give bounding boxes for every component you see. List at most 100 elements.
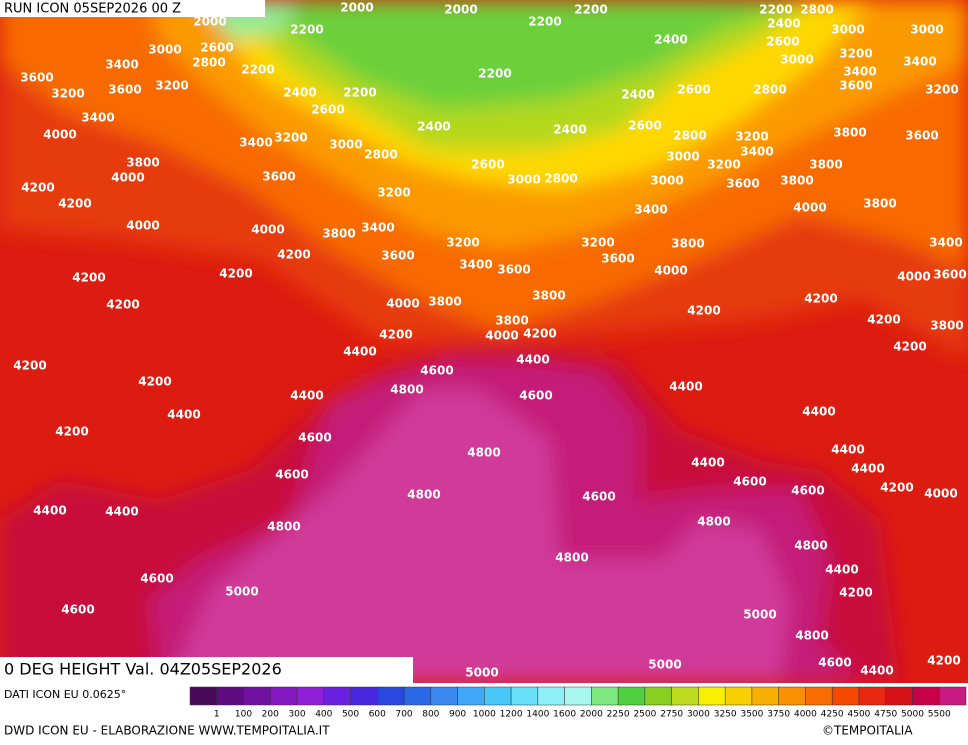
contour-label: 4200 — [687, 304, 720, 318]
contour-label: 2200 — [290, 23, 323, 37]
legend-swatch — [270, 686, 298, 706]
legend-label: 600 — [369, 710, 386, 720]
contour-label: 4600 — [519, 389, 552, 403]
contour-label: 4400 — [691, 456, 724, 470]
contour-label: 4200 — [138, 375, 171, 389]
contour-label: 2200 — [574, 3, 607, 17]
contour-label: 2400 — [654, 33, 687, 47]
contour-label: 3400 — [929, 236, 962, 250]
contour-label: 4200 — [880, 481, 913, 495]
contour-label: 4200 — [893, 340, 926, 354]
contour-label: 2800 — [544, 172, 577, 186]
contour-label: 4200 — [13, 359, 46, 373]
contour-label: 2400 — [553, 123, 586, 137]
legend-swatch — [484, 686, 512, 706]
legend-swatch — [591, 686, 619, 706]
contour-label: 3200 — [155, 79, 188, 93]
contour-label: 3000 — [507, 173, 540, 187]
contour-label: 4200 — [72, 271, 105, 285]
contour-label: 4600 — [420, 364, 453, 378]
legend-label: 4500 — [848, 710, 871, 720]
contour-label: 3000 — [650, 174, 683, 188]
contour-label: 4600 — [733, 475, 766, 489]
contour-label: 4800 — [467, 446, 500, 460]
contour-label: 4200 — [523, 327, 556, 341]
contour-label: 4600 — [61, 603, 94, 617]
legend-label: 4000 — [794, 710, 817, 720]
legend-label: 200 — [262, 710, 279, 720]
legend-swatch — [617, 686, 646, 706]
contour-label: 3200 — [707, 158, 740, 172]
contour-label: 3200 — [735, 130, 768, 144]
legend-swatch — [938, 686, 967, 706]
contour-label: 2400 — [417, 120, 450, 134]
contour-label: 2800 — [800, 3, 833, 17]
contour-label: 4000 — [654, 264, 687, 278]
legend-swatch — [350, 686, 378, 706]
legend-label: 4750 — [874, 710, 897, 720]
contour-label: 2600 — [766, 35, 799, 49]
contour-label: 3000 — [329, 138, 362, 152]
contour-label: 3800 — [322, 227, 355, 241]
contour-label: 3200 — [839, 47, 872, 61]
contour-label: 3600 — [497, 263, 530, 277]
legend-label: 1400 — [526, 710, 549, 720]
contour-label: 4200 — [55, 425, 88, 439]
legend-swatch — [510, 686, 539, 706]
legend-swatch — [564, 686, 592, 706]
contour-label: 2000 — [340, 1, 373, 15]
contour-label: 3800 — [495, 314, 528, 328]
contour-label: 2200 — [343, 86, 376, 100]
contour-label: 4800 — [267, 520, 300, 534]
legend-swatch — [912, 686, 940, 706]
contour-label: 3800 — [833, 126, 866, 140]
legend-label: 3750 — [767, 710, 790, 720]
contour-label: 3800 — [532, 289, 565, 303]
contour-label: 4000 — [111, 171, 144, 185]
contour-label: 2600 — [628, 119, 661, 133]
contour-label: 2600 — [677, 83, 710, 97]
contour-label: 2800 — [192, 56, 225, 70]
contour-label: 3800 — [780, 174, 813, 188]
contour-label: 4000 — [485, 329, 518, 343]
legend-label: 3500 — [740, 710, 763, 720]
contour-label: 4200 — [106, 298, 139, 312]
legend-label: 1 — [214, 710, 220, 720]
contour-label: 4400 — [669, 380, 702, 394]
contour-label: 3600 — [933, 268, 966, 282]
legend-swatch — [644, 686, 672, 706]
legend-label: 4250 — [821, 710, 844, 720]
contour-label: 3400 — [740, 145, 773, 159]
contour-label: 2200 — [528, 15, 561, 29]
contour-label: 4000 — [43, 128, 76, 142]
contour-label: 2200 — [478, 67, 511, 81]
contour-label: 3000 — [780, 53, 813, 67]
legend-swatch — [377, 686, 405, 706]
contour-label: 3000 — [831, 23, 864, 37]
legend-label: 2000 — [580, 710, 603, 720]
contour-label: 5000 — [648, 658, 681, 672]
contour-label: 4400 — [33, 504, 66, 518]
legend-swatch — [885, 686, 913, 706]
contour-label: 3600 — [262, 170, 295, 184]
legend-label: 5000 — [901, 710, 924, 720]
contour-label: 4200 — [219, 267, 252, 281]
legend-swatch — [403, 686, 432, 706]
contour-label: 4600 — [298, 431, 331, 445]
legend-label: 3000 — [687, 710, 710, 720]
contour-label: 3600 — [20, 71, 53, 85]
contour-label: 5000 — [465, 666, 498, 680]
contour-label: 2600 — [311, 103, 344, 117]
contour-label: 3800 — [126, 156, 159, 170]
legend-label: 2750 — [660, 710, 683, 720]
legend-swatch — [751, 686, 779, 706]
contour-label: 4800 — [795, 629, 828, 643]
contour-label: 2400 — [621, 88, 654, 102]
contour-label: 4800 — [794, 539, 827, 553]
contour-label: 4400 — [105, 505, 138, 519]
credit: DWD ICON EU - ELABORAZIONE WWW.TEMPOITAL… — [4, 724, 330, 738]
legend-swatch — [671, 686, 699, 706]
copyright: ©TEMPOITALIA — [822, 724, 913, 738]
contour-label: 3400 — [81, 111, 114, 125]
